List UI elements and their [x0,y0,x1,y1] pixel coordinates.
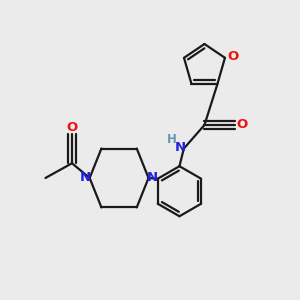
Text: O: O [66,121,78,134]
Text: H: H [167,133,176,146]
Text: N: N [146,172,158,184]
Text: O: O [228,50,239,63]
Text: N: N [80,171,91,184]
Text: N: N [175,141,186,154]
Text: O: O [236,118,248,131]
